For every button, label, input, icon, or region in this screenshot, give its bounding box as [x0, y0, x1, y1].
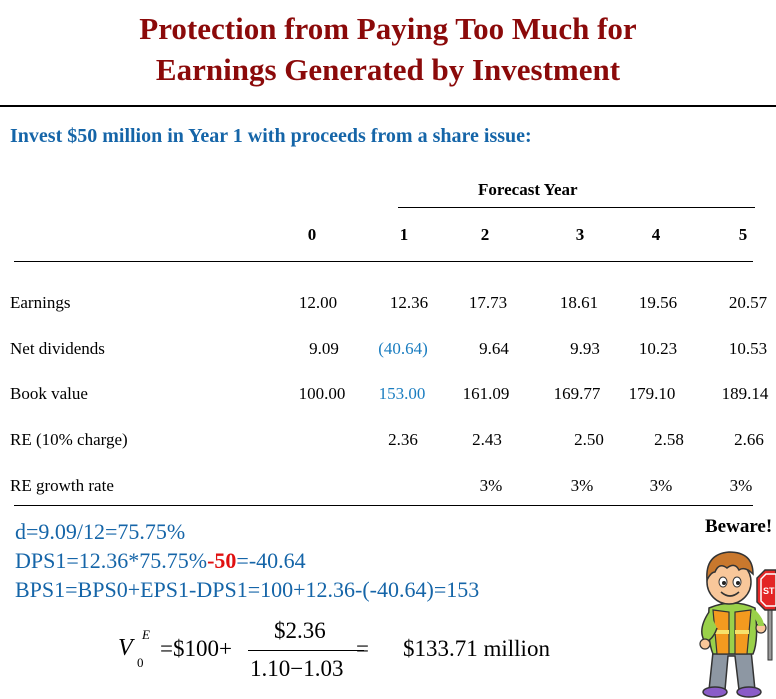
- row-label-re-growth: RE growth rate: [10, 476, 114, 495]
- year-header-1: 1: [399, 225, 409, 244]
- equation-equals: =: [356, 636, 369, 661]
- svg-text:ST: ST: [763, 586, 775, 596]
- year-header-4: 4: [651, 225, 661, 244]
- title-divider: [0, 105, 776, 107]
- equation-denominator: 1.10−1.03: [250, 656, 344, 681]
- cell-earnings-2: 17.73: [468, 293, 508, 312]
- cell-net-dividends-3: 9.93: [570, 339, 600, 358]
- formula-payout: d=9.09/12=75.75%: [15, 519, 186, 544]
- cell-net-dividends-1: (40.64): [378, 339, 428, 358]
- cell-book-value-0: 100.00: [298, 384, 346, 403]
- cell-re-charge-5: 2.66: [734, 430, 764, 449]
- header-divider: [14, 261, 753, 262]
- cell-re-growth-4: 3%: [649, 476, 673, 495]
- cell-earnings-5: 20.57: [728, 293, 768, 312]
- page-title: Protection from Paying Too Much for Earn…: [0, 8, 776, 90]
- cell-earnings-1: 12.36: [389, 293, 429, 312]
- cell-re-charge-3: 2.50: [574, 430, 604, 449]
- formula-bps1: BPS1=BPS0+EPS1-DPS1=100+12.36-(-40.64)=1…: [15, 577, 480, 602]
- cell-re-growth-3: 3%: [570, 476, 594, 495]
- boy-with-stop-sign-icon: ST: [699, 551, 776, 698]
- cell-book-value-3: 169.77: [553, 384, 601, 403]
- title-line-1: Protection from Paying Too Much for: [139, 11, 637, 46]
- subtitle: Invest $50 million in Year 1 with procee…: [10, 125, 532, 147]
- cell-book-value-2: 161.09: [462, 384, 510, 403]
- row-label-re-charge: RE (10% charge): [10, 430, 128, 449]
- cell-re-charge-1: 2.36: [388, 430, 418, 449]
- cell-re-growth-5: 3%: [729, 476, 753, 495]
- equation-result: $133.71 million: [403, 636, 550, 661]
- year-header-3: 3: [575, 225, 585, 244]
- formula-dps1-start: DPS1=12.36*75.75%: [15, 548, 208, 573]
- cell-net-dividends-4: 10.23: [638, 339, 678, 358]
- equation-fraction-bar: [248, 650, 364, 651]
- cell-book-value-1: 153.00: [378, 384, 426, 403]
- formula-dps1: DPS1=12.36*75.75%-50=-40.64: [15, 548, 306, 574]
- cell-re-growth-2: 3%: [479, 476, 503, 495]
- formula-dps1-issue: -50: [207, 548, 237, 573]
- title-line-2: Earnings Generated by Investment: [155, 52, 621, 87]
- year-header-0: 0: [307, 225, 317, 244]
- beware-label: Beware!: [705, 516, 773, 537]
- cell-book-value-4: 179.10: [628, 384, 676, 403]
- forecast-year-label: Forecast Year: [478, 180, 578, 199]
- cell-re-charge-2: 2.43: [472, 430, 502, 449]
- equation-numerator: $2.36: [274, 618, 326, 643]
- equation-subscript: 0: [137, 655, 144, 670]
- year-header-5: 5: [738, 225, 748, 244]
- row-label-book-value: Book value: [10, 384, 88, 403]
- cell-earnings-0: 12.00: [298, 293, 338, 312]
- equation-superscript: E: [142, 627, 150, 642]
- cell-net-dividends-5: 10.53: [728, 339, 768, 358]
- year-header-2: 2: [480, 225, 490, 244]
- cell-net-dividends-2: 9.64: [479, 339, 509, 358]
- formula-dps1-end: =-40.64: [236, 548, 306, 573]
- row-label-net-dividends: Net dividends: [10, 339, 105, 358]
- cell-net-dividends-0: 9.09: [309, 339, 339, 358]
- table-bottom-divider: [14, 505, 753, 506]
- cell-earnings-3: 18.61: [559, 293, 599, 312]
- row-label-earnings: Earnings: [10, 293, 71, 312]
- equation-lhs: =$100+: [160, 636, 232, 661]
- cell-earnings-4: 19.56: [638, 293, 678, 312]
- cell-re-charge-4: 2.58: [654, 430, 684, 449]
- cell-book-value-5: 189.14: [721, 384, 769, 403]
- forecast-divider: [398, 207, 755, 208]
